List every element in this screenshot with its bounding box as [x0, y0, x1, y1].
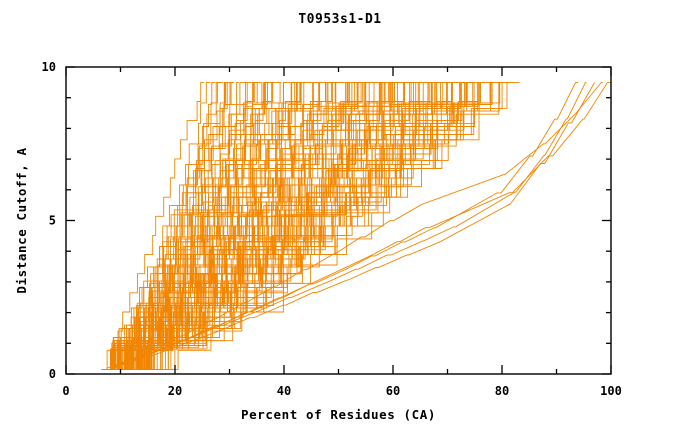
model-curve-outlier	[107, 81, 587, 369]
model-curve	[104, 81, 235, 370]
page-title: T0953s1-D1	[298, 12, 382, 27]
curve-layer	[101, 81, 611, 370]
model-curve	[101, 81, 504, 370]
model-curve-outlier	[113, 82, 595, 369]
model-curve-outlier	[113, 81, 603, 369]
model-curve	[105, 81, 205, 370]
x-tick-label: 100	[600, 384, 622, 398]
x-tick-label: 60	[386, 384, 400, 398]
y-tick-label: 5	[49, 214, 56, 228]
model-curve-outlier	[113, 81, 611, 369]
model-curve-outlier	[110, 81, 579, 369]
y-axis-title: Distance Cutoff, A	[14, 147, 29, 293]
model-curve	[112, 81, 511, 370]
x-tick-label: 40	[277, 384, 291, 398]
x-tick-label: 20	[168, 384, 182, 398]
x-tick-label: 80	[495, 384, 509, 398]
y-tick-label: 0	[49, 367, 56, 381]
x-axis-title: Percent of Residues (CA)	[241, 407, 436, 422]
x-tick-label: 0	[62, 384, 69, 398]
axis-ticks	[65, 66, 612, 375]
y-tick-label: 10	[42, 60, 56, 74]
model-curve	[116, 81, 520, 370]
model-curve	[115, 81, 507, 370]
